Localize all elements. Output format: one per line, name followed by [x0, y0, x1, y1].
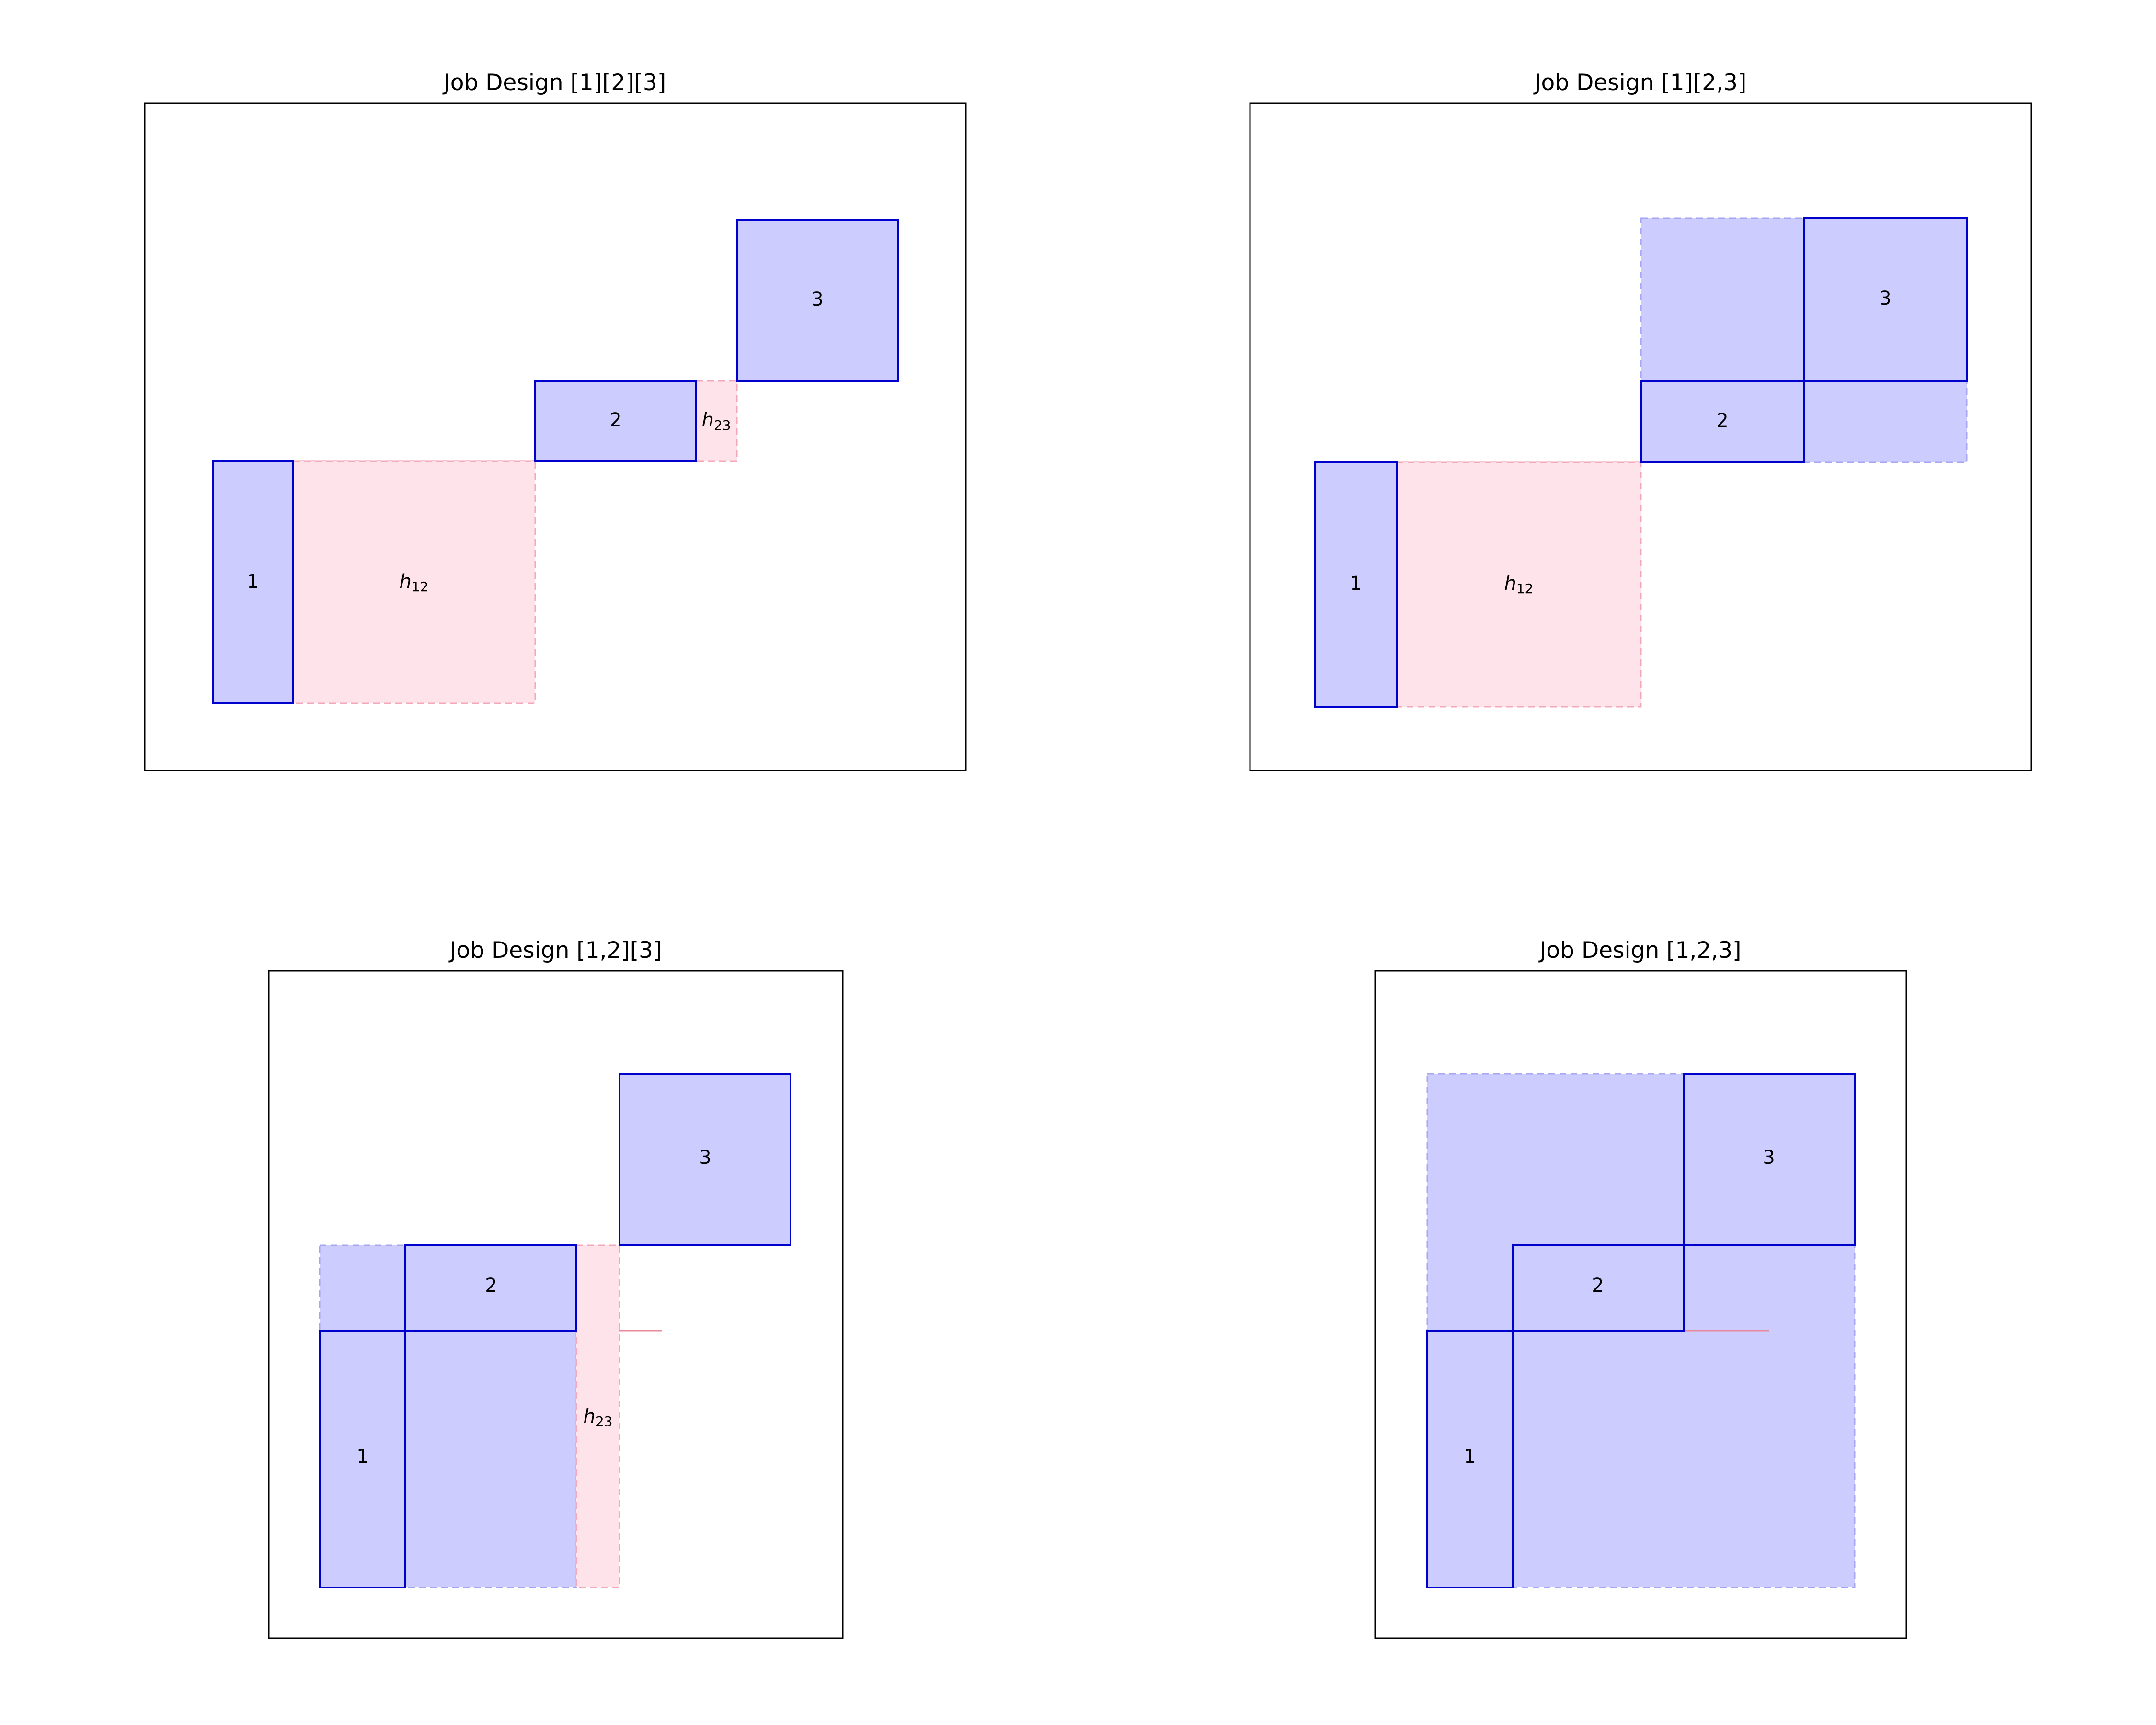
- panel-1: Job Design [1][2][3] 1 2 3 h12 h23: [144, 69, 967, 771]
- panel-1-job-1-label: 1: [247, 571, 259, 593]
- panel-3: Job Design [1,2][3] 1 2 3 h23: [268, 937, 844, 1639]
- panel-1-h23-label: h23: [702, 409, 731, 433]
- panel-4-job-3: [1683, 1073, 1856, 1246]
- panel-1-job-1: [212, 460, 294, 704]
- panel-2-h12-label: h12: [1504, 573, 1534, 597]
- panel-4-job-1: [1426, 1330, 1514, 1588]
- panel-1-job-2: [534, 380, 697, 462]
- panel-3-frame: [268, 970, 844, 1639]
- panel-2-handoff-h12: [1396, 461, 1642, 708]
- panel-3-job-2-label: 2: [485, 1275, 497, 1297]
- panel-1-job-3-label: 3: [811, 288, 823, 310]
- panel-4: Job Design [1,2,3] 1 2 3: [1374, 937, 1907, 1639]
- panel-4-job-1-label: 1: [1464, 1446, 1476, 1468]
- panel-3-title: Job Design [1,2][3]: [448, 937, 662, 964]
- panel-1-title: Job Design [1][2][3]: [442, 69, 666, 96]
- panel-1-h12-label: h12: [400, 571, 429, 595]
- panel-3-job-1-label: 1: [356, 1446, 368, 1468]
- panel-1-frame: [144, 102, 967, 771]
- panel-4-job-3-label: 3: [1763, 1147, 1775, 1169]
- panel-2: Job Design [1][2,3] 1 2 3 h12: [1249, 69, 2032, 771]
- panel-1-job-2-label: 2: [609, 409, 621, 431]
- panel-3-handoff-h23: [575, 1244, 620, 1588]
- panel-2-job-1: [1314, 461, 1398, 708]
- panel-4-frame: [1374, 970, 1907, 1639]
- panel-3-h23-label: h23: [584, 1405, 613, 1429]
- panel-4-job-2-label: 2: [1592, 1275, 1604, 1297]
- panel-2-job-3: [1803, 217, 1968, 382]
- panel-2-job-2: [1640, 380, 1805, 463]
- panel-3-job-1: [319, 1330, 406, 1588]
- panel-1-handoff-h12: [292, 460, 536, 704]
- panel-2-job-1-label: 1: [1350, 573, 1362, 595]
- panel-2-job-2-label: 2: [1716, 410, 1728, 432]
- panel-4-title: Job Design [1,2,3]: [1538, 937, 1742, 964]
- panel-2-title: Job Design [1][2,3]: [1533, 69, 1747, 96]
- panel-3-job-3: [619, 1073, 791, 1246]
- panel-1-job-3: [736, 219, 899, 382]
- panel-3-job-2: [404, 1244, 577, 1332]
- panel-4-job-2: [1512, 1244, 1685, 1332]
- panel-3-job-3-label: 3: [699, 1147, 711, 1169]
- panel-2-job-3-label: 3: [1879, 288, 1891, 310]
- panel-2-frame: [1249, 102, 2032, 771]
